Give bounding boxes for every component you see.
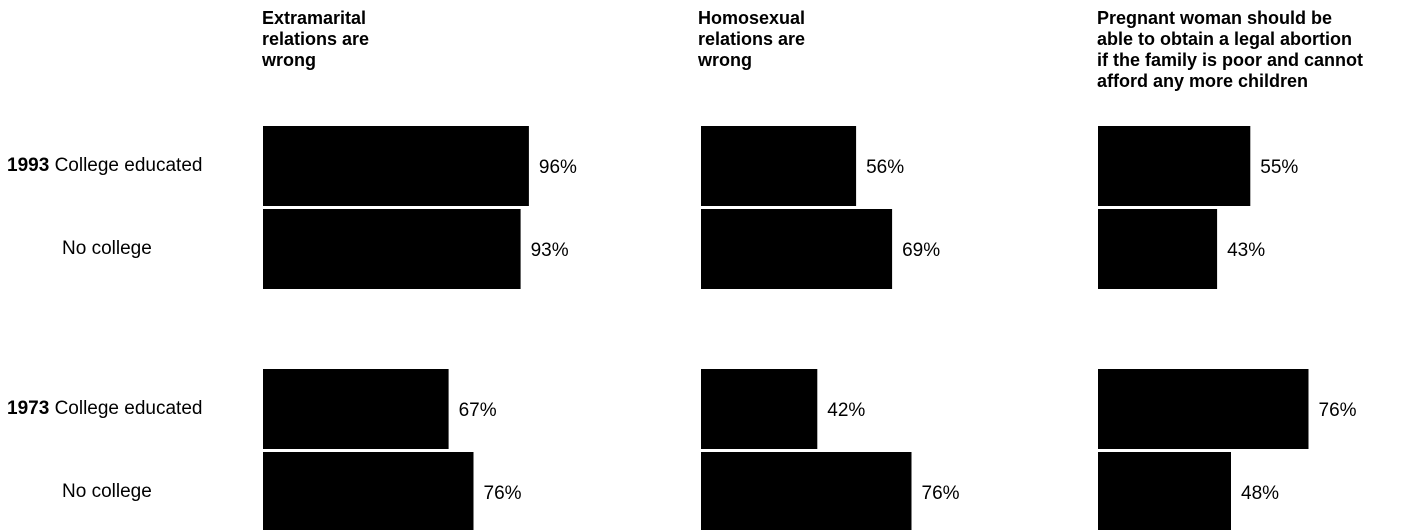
bar (263, 126, 529, 206)
panel-title-line: able to obtain a legal abortion (1097, 29, 1353, 49)
bar (1098, 126, 1251, 206)
row-label: 1993 College educated (7, 155, 202, 177)
bar (1098, 369, 1309, 449)
value-label: 55% (1260, 157, 1298, 178)
value-label: 93% (531, 240, 569, 261)
value-label: 96% (539, 157, 577, 178)
row-label-text: No college (62, 238, 152, 259)
value-label: 56% (866, 157, 904, 178)
bar (263, 452, 474, 530)
bar (701, 126, 857, 206)
panel-title-line: wrong (262, 50, 316, 70)
bar (701, 452, 912, 530)
year-label: 1993 (7, 155, 50, 176)
bar (263, 209, 521, 289)
value-label: 69% (902, 240, 940, 261)
row-label-text: College educated (54, 155, 203, 176)
bar (701, 209, 893, 289)
bar (263, 369, 449, 449)
year-label: 1973 (7, 398, 50, 419)
panel-title-line: afford any more children (1097, 71, 1309, 91)
panel-title-1: Extramarital relations are wrong (262, 8, 369, 71)
panel-title-line: relations are (698, 29, 806, 49)
bar (1098, 209, 1218, 289)
value-label: 43% (1227, 240, 1265, 261)
bar (1098, 452, 1231, 530)
panel-title-line: if the family is poor and cannot (1097, 50, 1364, 70)
value-label: 76% (484, 483, 522, 504)
row-label-text: College educated (54, 398, 203, 419)
panel-title-line: relations are (262, 29, 370, 49)
row-label-text: No college (62, 481, 152, 502)
panel-title-line: Homosexual (698, 8, 806, 28)
value-label: 42% (827, 400, 865, 421)
value-label: 76% (922, 483, 960, 504)
panel-title-line: Pregnant woman should be (1097, 8, 1333, 28)
value-label: 67% (459, 400, 497, 421)
row-label: No college (62, 238, 152, 260)
panel-title-line: Extramarital (262, 8, 367, 28)
panel-title-3: Pregnant woman should be able to obtain a… (1097, 8, 1363, 92)
panel-title-2: Homosexual relations are wrong (698, 8, 805, 71)
row-label: No college (62, 481, 152, 503)
value-label: 48% (1241, 483, 1279, 504)
value-label: 76% (1319, 400, 1357, 421)
panel-title-line: wrong (698, 50, 752, 70)
bar (701, 369, 818, 449)
row-label: 1973 College educated (7, 398, 202, 420)
